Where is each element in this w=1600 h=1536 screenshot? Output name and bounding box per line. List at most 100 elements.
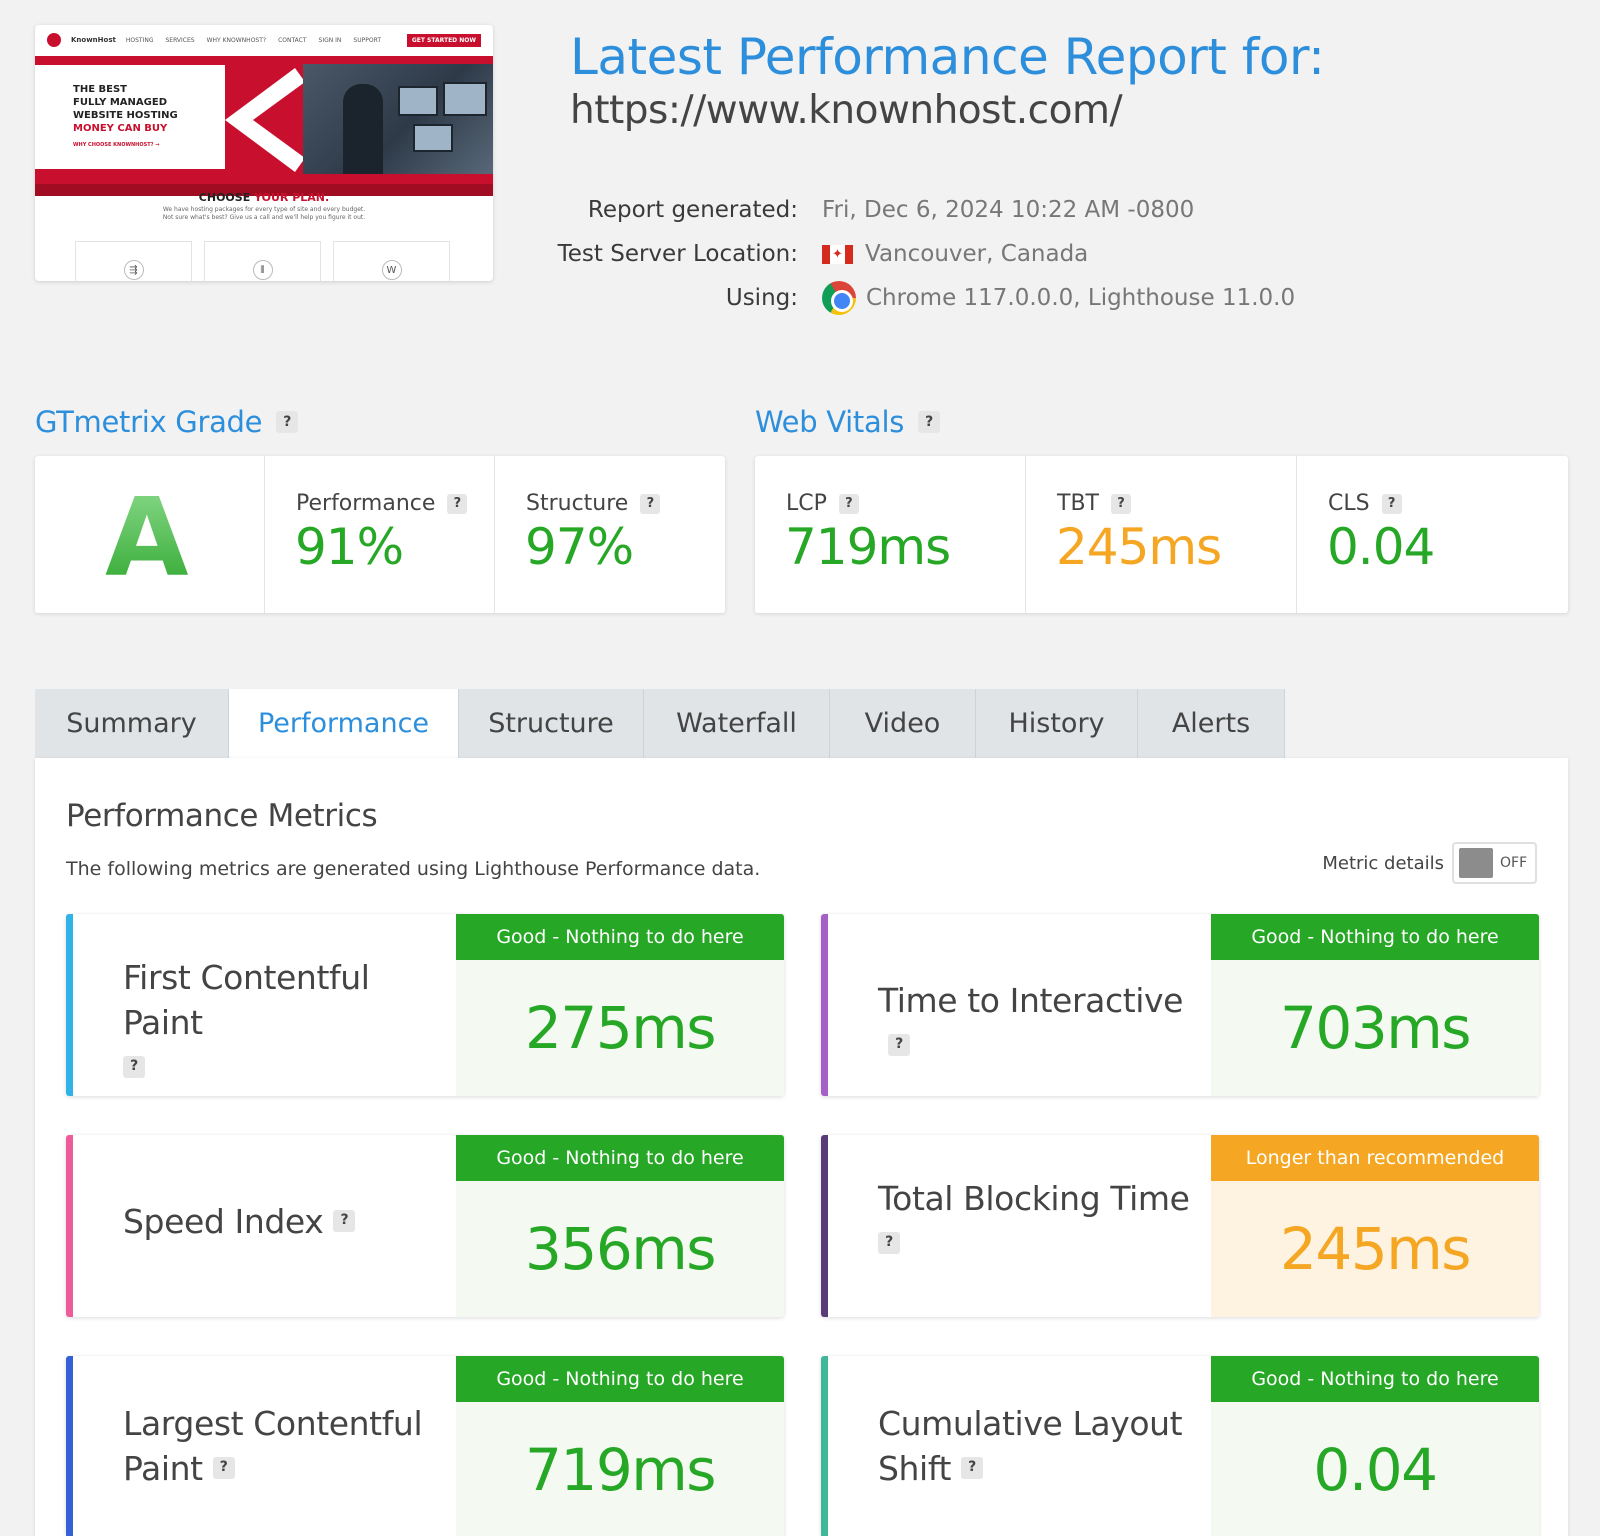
toggle-knob (1459, 848, 1493, 878)
help-icon[interactable]: ? (333, 1209, 356, 1232)
gtmetrix-grade-title: GTmetrix Grade ? (35, 405, 299, 439)
thumbnail-nav-link: SIGN IN (318, 36, 342, 44)
using-value: Chrome 117.0.0.0, Lighthouse 11.0.0 (866, 285, 1296, 311)
metric-name-wrap: Largest Contentful Paint? (123, 1401, 453, 1491)
choose-prefix: CHOOSE (198, 191, 251, 204)
metric-name-wrap: Cumulative Layout Shift? (878, 1401, 1208, 1491)
report-url[interactable]: https://www.knownhost.com/ (570, 88, 1123, 133)
metric-name-wrap: Total Blocking Time ? (878, 1176, 1208, 1266)
hero-line: WEBSITE HOSTING (73, 110, 178, 121)
thumbnail-nav-link: HOSTING (125, 36, 154, 44)
help-icon[interactable]: ? (640, 493, 661, 514)
metric-status: Good - Nothing to do here (1211, 914, 1539, 960)
report-generated-label: Report generated: (587, 197, 798, 223)
k-arrow-graphic (225, 68, 305, 172)
metric-card-speed-index[interactable]: Speed Index? Good - Nothing to do here 3… (66, 1135, 784, 1317)
help-icon[interactable]: ? (918, 411, 941, 433)
metric-name-wrap: Speed Index? (123, 1199, 453, 1244)
canada-flag-icon: ✦ (822, 244, 853, 264)
metric-status: Longer than recommended (1211, 1135, 1539, 1181)
metric-card-cls[interactable]: Cumulative Layout Shift? Good - Nothing … (821, 1356, 1539, 1536)
help-icon[interactable]: ? (212, 1456, 235, 1479)
metric-accent-bar (821, 1135, 828, 1317)
tab-performance[interactable]: Performance (229, 689, 459, 758)
cls-label: CLS (1328, 491, 1370, 516)
hero-line: FULLY MANAGED (73, 97, 167, 108)
thumbnail-hero: THE BEST FULLY MANAGED WEBSITE HOSTING M… (35, 56, 493, 184)
metric-card-tti[interactable]: Time to Interactive? Good - Nothing to d… (821, 914, 1539, 1096)
thumbnail-subtext-line: We have hosting packages for every type … (162, 206, 366, 213)
thumbnail-nav-link: SERVICES (165, 36, 195, 44)
plan-card: ⦀ (204, 241, 321, 281)
help-icon[interactable]: ? (1110, 493, 1131, 514)
thumbnail-nav: KnownHost HOSTING SERVICES WHY KNOWNHOST… (35, 25, 493, 55)
using-label: Using: (725, 285, 798, 311)
report-tabs: Summary Performance Structure Waterfall … (35, 689, 1285, 758)
help-icon[interactable]: ? (888, 1033, 910, 1056)
tab-video[interactable]: Video (830, 689, 976, 758)
help-icon[interactable]: ? (447, 493, 468, 514)
report-generated-value: Fri, Dec 6, 2024 10:22 AM -0800 (822, 197, 1195, 223)
plan-card: W (333, 241, 450, 281)
thumbnail-cta: GET STARTED NOW (406, 33, 481, 47)
tbt-cell: TBT ? 245ms (1026, 456, 1297, 613)
metric-accent-bar (66, 914, 73, 1096)
panel-title: Performance Metrics (66, 798, 378, 834)
thumbnail-subtext-line: Not sure what's best? Give us a call and… (162, 214, 366, 221)
using-value-wrap: Chrome 117.0.0.0, Lighthouse 11.0.0 (822, 281, 1295, 315)
report-title: Latest Performance Report for: (570, 28, 1325, 86)
performance-cell: Performance ? 91% (265, 456, 495, 613)
help-icon[interactable]: ? (961, 1456, 984, 1479)
hero-photo (303, 64, 493, 174)
tab-structure[interactable]: Structure (459, 689, 644, 758)
tab-alerts[interactable]: Alerts (1138, 689, 1285, 758)
metric-details-toggle[interactable]: OFF (1452, 842, 1537, 884)
metric-value: 356ms (456, 1181, 784, 1317)
tab-waterfall[interactable]: Waterfall (644, 689, 830, 758)
performance-label-wrap: Performance ? (296, 491, 468, 516)
database-icon: ⦀ (252, 260, 273, 280)
metric-status: Good - Nothing to do here (1211, 1356, 1539, 1402)
lcp-label-wrap: LCP ? (786, 491, 859, 516)
tbt-label: TBT (1057, 491, 1099, 516)
knownhost-logo-icon (47, 33, 61, 47)
help-icon[interactable]: ? (123, 1055, 145, 1078)
plan-card: ⇶ (75, 241, 192, 281)
metric-value: 245ms (1211, 1181, 1539, 1317)
help-icon[interactable]: ? (276, 411, 299, 433)
metric-accent-bar (821, 1356, 828, 1536)
thumbnail-plan-cards: ⇶ ⦀ W (75, 241, 450, 281)
cls-cell: CLS ? 0.04 (1297, 456, 1568, 613)
thumbnail-choose-plan: CHOOSE YOUR PLAN. (35, 191, 493, 204)
test-location-row: Test Server Location: ✦ Vancouver, Canad… (540, 238, 1089, 270)
help-icon[interactable]: ? (838, 493, 859, 514)
using-row: Using: Chrome 117.0.0.0, Lighthouse 11.0… (540, 281, 1295, 315)
thumbnail-nav-link: SUPPORT (353, 36, 381, 44)
tab-summary[interactable]: Summary (35, 689, 229, 758)
metric-details-label: Metric details (1322, 852, 1444, 874)
metric-accent-bar (821, 914, 828, 1096)
metric-card-fcp[interactable]: First Contentful Paint ? Good - Nothing … (66, 914, 784, 1096)
metric-card-lcp[interactable]: Largest Contentful Paint? Good - Nothing… (66, 1356, 784, 1536)
thumbnail-subtext: We have hosting packages for every type … (35, 206, 493, 222)
metric-value: 0.04 (1211, 1402, 1539, 1536)
structure-label-wrap: Structure ? (526, 491, 661, 516)
test-location-value-wrap: ✦ Vancouver, Canada (822, 241, 1088, 267)
metric-card-tbt[interactable]: Total Blocking Time ? Longer than recomm… (821, 1135, 1539, 1317)
gtmetrix-grade-title-text: GTmetrix Grade (35, 405, 263, 439)
tab-history[interactable]: History (976, 689, 1138, 758)
hero-link: WHY CHOOSE KNOWNHOST? → (73, 142, 160, 148)
web-vitals-card: LCP ? 719ms TBT ? 245ms CLS ? 0.04 (755, 456, 1568, 613)
help-icon[interactable]: ? (878, 1231, 900, 1254)
grade-letter: A (105, 476, 189, 601)
wordpress-icon: W (381, 260, 402, 280)
test-location-value: Vancouver, Canada (865, 241, 1089, 267)
thumbnail-hero-text: THE BEST FULLY MANAGED WEBSITE HOSTING M… (35, 65, 225, 169)
tbt-label-wrap: TBT ? (1057, 491, 1131, 516)
performance-panel: Performance Metrics The following metric… (35, 758, 1568, 1536)
chrome-icon (822, 281, 856, 315)
metric-value: 703ms (1211, 960, 1539, 1096)
help-icon[interactable]: ? (1381, 493, 1402, 514)
site-screenshot-thumbnail[interactable]: KnownHost HOSTING SERVICES WHY KNOWNHOST… (35, 25, 493, 281)
hero-line: MONEY CAN BUY (73, 123, 168, 134)
